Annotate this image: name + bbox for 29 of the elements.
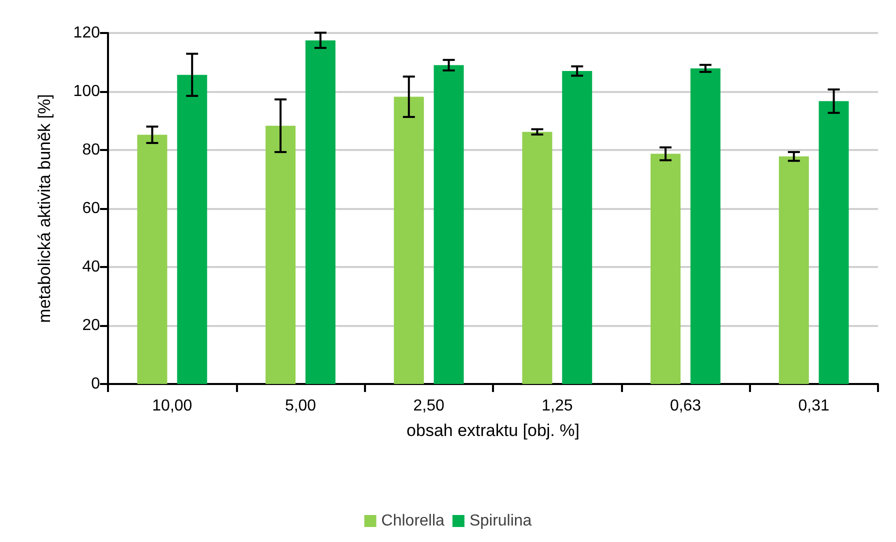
y-tick-label: 0: [91, 376, 100, 392]
x-tick-label: 0,31: [798, 398, 830, 414]
bar: [394, 96, 424, 384]
x-tick-label: 2,50: [413, 398, 445, 414]
bar: [305, 40, 336, 384]
y-tick-label: 120: [73, 24, 100, 42]
bar: [690, 68, 720, 384]
legend-label: Spirulina: [469, 512, 532, 530]
bar: [137, 134, 168, 384]
x-tick-label: 5,00: [284, 398, 316, 414]
bar: [778, 156, 809, 384]
y-tick-label: 100: [73, 83, 100, 100]
bar: [434, 65, 464, 384]
bar: [650, 154, 681, 384]
legend-label: Chlorella: [381, 512, 445, 530]
x-tick-label: 1,25: [542, 398, 573, 414]
y-axis-title: metabolická aktivita buněk [%]: [35, 94, 54, 323]
y-tick-label: 60: [82, 200, 100, 217]
y-tick-label: 40: [82, 258, 100, 276]
bar: [818, 101, 849, 384]
x-tick-label: 0,63: [670, 398, 702, 414]
x-tick-label: 10,00: [152, 398, 192, 414]
bar: [522, 132, 552, 384]
bar: [177, 74, 208, 384]
y-tick-label: 80: [82, 142, 100, 158]
y-tick-label: 20: [82, 317, 100, 334]
bar: [266, 126, 296, 384]
bar: [562, 71, 592, 384]
x-axis-title: obsah extraktu [obj. %]: [406, 421, 580, 440]
